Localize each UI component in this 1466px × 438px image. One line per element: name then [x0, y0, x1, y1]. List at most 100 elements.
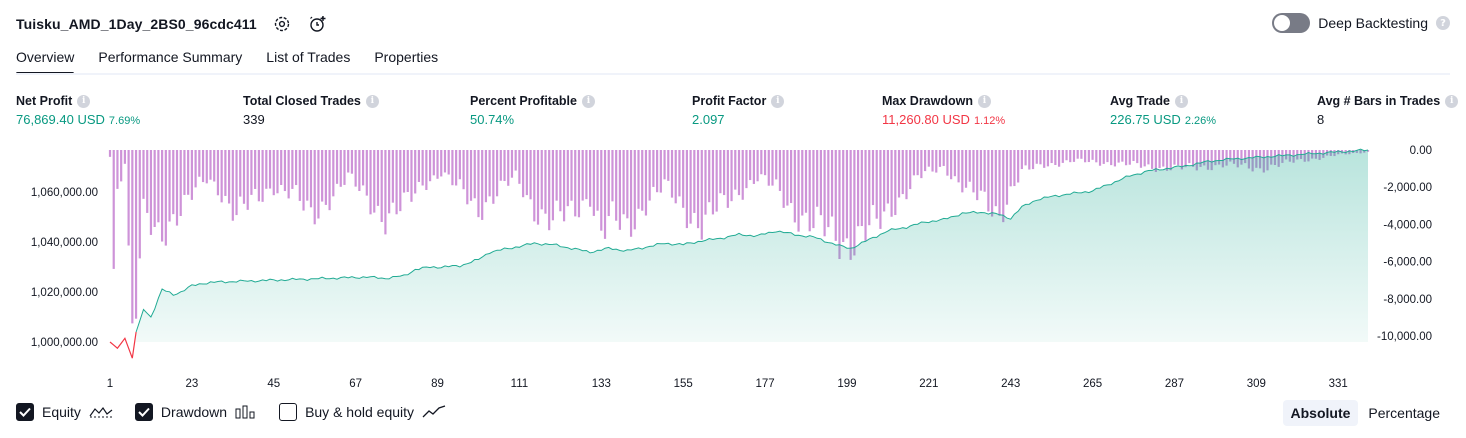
- settings-gear-icon[interactable]: [271, 13, 293, 35]
- drawdown-bar: [432, 150, 435, 176]
- drawdown-bar: [1214, 150, 1217, 166]
- drawdown-bar: [816, 150, 819, 207]
- drawdown-bar: [209, 150, 212, 180]
- drawdown-bar: [321, 150, 324, 202]
- drawdown-bar: [1061, 150, 1064, 163]
- drawdown-bar: [309, 150, 313, 208]
- drawdown-bar: [1184, 150, 1187, 168]
- drawdown-bar: [146, 150, 149, 213]
- buy-hold-checkbox[interactable]: [279, 403, 298, 421]
- drawdown-bar: [886, 150, 889, 204]
- drawdown-bar: [268, 150, 272, 189]
- drawdown-bar: [116, 150, 119, 189]
- buy-hold-label: Buy & hold equity: [305, 404, 415, 420]
- metric-total-closed-trades: Total Closed Trades i 339: [243, 94, 379, 127]
- percentage-button[interactable]: Percentage: [1368, 405, 1440, 421]
- drawdown-bar: [849, 150, 852, 260]
- drawdown-bar: [198, 150, 201, 177]
- drawdown-bar: [183, 150, 186, 195]
- equity-label: Equity: [42, 404, 81, 420]
- x-axis-tick-label: 309: [1247, 378, 1266, 390]
- drawdown-bar: [529, 150, 532, 200]
- drawdown-bar: [462, 150, 465, 190]
- drawdown-bar: [522, 150, 525, 198]
- legend-drawdown[interactable]: Drawdown: [134, 403, 257, 421]
- drawdown-bar: [927, 150, 930, 167]
- right-axis-tick-label: -6,000.00: [1383, 257, 1432, 269]
- drawdown-bar: [603, 150, 607, 239]
- info-icon[interactable]: i: [581, 94, 595, 108]
- drawdown-bar: [328, 150, 331, 211]
- tab-performance-summary[interactable]: Performance Summary: [98, 49, 243, 65]
- info-icon[interactable]: i: [771, 94, 785, 108]
- x-axis: 1 23 45 67 89 111 133 155 177 199 221 243 265 287 309 3…: [107, 378, 1348, 390]
- tab-properties[interactable]: Properties: [374, 49, 439, 65]
- legend-buy-hold[interactable]: Buy & hold equity: [279, 403, 446, 421]
- drawdown-bar: [1102, 150, 1105, 164]
- equity-checkbox[interactable]: [16, 403, 34, 421]
- legend-equity[interactable]: Equity: [16, 403, 113, 421]
- equity-loss-segment: [109, 331, 137, 359]
- drawdown-bar: [201, 150, 205, 183]
- drawdown-bar: [1218, 150, 1221, 165]
- drawdown-bar: [1084, 150, 1087, 163]
- info-icon[interactable]: i: [77, 94, 91, 108]
- drawdown-bar: [1158, 150, 1161, 169]
- drawdown-bar: [317, 150, 320, 219]
- drawdown-bar: [890, 150, 893, 217]
- drawdown-bar: [931, 150, 934, 172]
- drawdown-bar: [205, 150, 208, 184]
- right-axis-tick-label: -10,000.00: [1377, 331, 1432, 343]
- deep-backtesting-toggle[interactable]: [1272, 13, 1311, 33]
- drawdown-checkbox[interactable]: [134, 403, 153, 421]
- drawdown-bar: [786, 150, 789, 206]
- drawdown-bar: [626, 150, 629, 219]
- drawdown-bar: [388, 150, 391, 214]
- drawdown-bar: [726, 150, 729, 208]
- drawdown-bar: [830, 150, 834, 217]
- metric-label: Max Drawdown: [882, 94, 973, 108]
- drawdown-bar: [108, 150, 112, 157]
- drawdown-bar: [131, 150, 134, 324]
- drawdown-bar: [1110, 150, 1113, 166]
- drawdown-bar: [990, 150, 994, 217]
- drawdown-bar: [1221, 150, 1224, 168]
- tab-overview[interactable]: Overview: [16, 46, 75, 75]
- help-icon[interactable]: ?: [1436, 16, 1450, 30]
- drawdown-bar: [179, 150, 182, 217]
- equity-drawdown-chart[interactable]: 1,000,000.00 1,020,000.00 1,040,000.00 1,06…: [0, 140, 1466, 395]
- drawdown-bar: [1128, 150, 1131, 165]
- info-icon[interactable]: i: [365, 94, 379, 108]
- drawdown-bar: [864, 150, 867, 241]
- right-axis-tick-label: -4,000.00: [1383, 219, 1432, 231]
- drawdown-bar: [689, 150, 692, 224]
- metric-label: Total Closed Trades: [243, 94, 361, 108]
- drawdown-bar: [819, 150, 822, 216]
- drawdown-bar: [242, 150, 246, 204]
- drawdown-bar: [596, 150, 599, 211]
- add-alert-clock-icon[interactable]: [307, 13, 329, 35]
- drawdown-bar: [1151, 150, 1154, 169]
- info-icon[interactable]: i: [1174, 94, 1188, 108]
- drawdown-bar: [723, 150, 726, 196]
- metric-percent-profitable: Percent Profitable i 50.74%: [470, 94, 595, 127]
- metric-value: 226.75 USD: [1110, 112, 1181, 127]
- drawdown-bar: [339, 150, 342, 187]
- drawdown-bar: [961, 150, 964, 193]
- drawdown-bar: [510, 150, 514, 178]
- drawdown-bar: [879, 150, 882, 229]
- drawdown-bar: [1050, 150, 1053, 164]
- drawdown-bar: [1017, 150, 1020, 183]
- drawdown-bar: [749, 150, 752, 181]
- absolute-button[interactable]: Absolute: [1282, 400, 1359, 426]
- drawdown-bar: [168, 150, 171, 222]
- info-icon[interactable]: i: [978, 94, 991, 108]
- drawdown-bar: [399, 150, 402, 212]
- drawdown-bar: [670, 150, 674, 198]
- drawdown-bar: [1024, 150, 1027, 166]
- drawdown-bar: [853, 150, 856, 256]
- tab-list-of-trades[interactable]: List of Trades: [266, 49, 351, 65]
- drawdown-bar: [1210, 150, 1213, 171]
- drawdown-bar: [134, 150, 138, 319]
- info-icon[interactable]: i: [1445, 94, 1459, 108]
